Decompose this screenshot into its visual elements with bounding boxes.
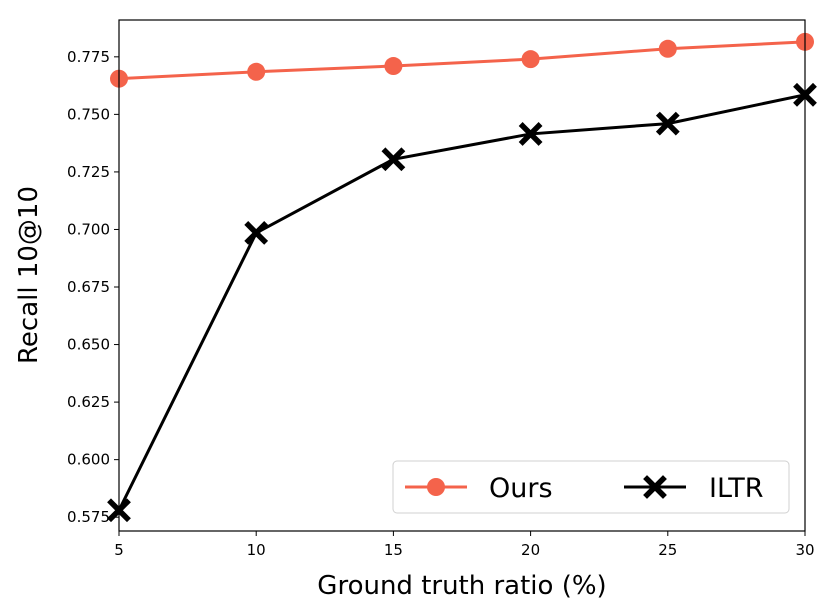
- series-layer: [107, 32, 817, 523]
- data-point-iltr: [518, 122, 543, 146]
- x-tick-label: 25: [658, 541, 677, 559]
- legend-box: [392, 460, 790, 514]
- data-point-iltr: [655, 111, 680, 136]
- y-tick-label: 0.575: [67, 508, 110, 526]
- y-tick-label: 0.650: [67, 336, 110, 354]
- x-axis-label: Ground truth ratio (%): [317, 571, 606, 601]
- y-axis-label: Recall 10@10: [14, 186, 44, 364]
- x-tick-label: 20: [521, 541, 540, 559]
- y-tick-label: 0.775: [67, 48, 110, 66]
- legend-label-iltr: ILTR: [709, 473, 764, 504]
- x-tick-label: 15: [384, 541, 403, 559]
- legend-marker-ours: [427, 478, 445, 496]
- x-tick-label: 5: [114, 541, 124, 559]
- legend-marker-iltr: [643, 475, 667, 499]
- data-point-ours: [658, 39, 677, 58]
- series-iltr: [107, 82, 817, 523]
- y-tick-label: 0.750: [67, 105, 110, 123]
- y-tick-label: 0.725: [67, 163, 110, 181]
- data-point-ours: [247, 62, 266, 81]
- x-tick-label: 10: [247, 541, 266, 559]
- y-tick-label: 0.600: [67, 451, 110, 469]
- plot-frame: [118, 19, 806, 532]
- series-ours: [110, 32, 814, 88]
- legend: Ours ILTR: [392, 460, 790, 514]
- x-tick-label: 30: [795, 541, 814, 559]
- legend-label-ours: Ours: [489, 473, 553, 504]
- data-point-ours: [384, 57, 403, 76]
- data-point-iltr: [244, 221, 269, 245]
- y-tick-label: 0.700: [67, 220, 110, 238]
- data-point-iltr: [381, 147, 406, 172]
- series-line-ours: [118, 40, 806, 81]
- y-tick-label: 0.625: [67, 393, 110, 411]
- data-point-ours: [521, 50, 540, 69]
- series-line-iltr: [117, 93, 806, 511]
- y-tick-label: 0.675: [67, 278, 110, 296]
- axes: 0.575 0.600 0.625 0.650 0.675 0.700 0.725 0.750…: [67, 48, 815, 559]
